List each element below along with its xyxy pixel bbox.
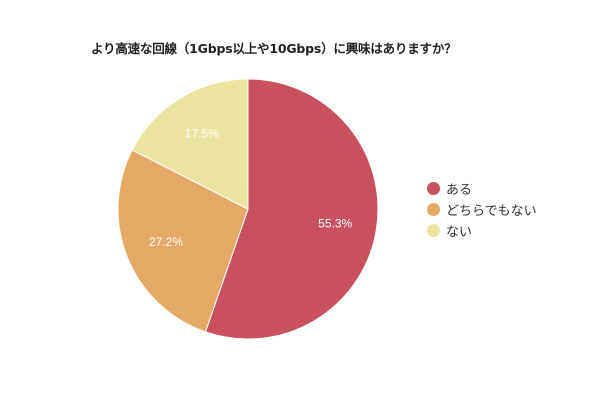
slice-label: 27.2% [149,235,183,249]
legend: ある どちらでもない ない [427,178,537,241]
legend-swatch-icon [427,224,440,237]
legend-swatch-icon [427,203,440,216]
chart-title: より高速な回線（1Gbps以上や10Gbps）に興味はありますか？ [91,41,457,56]
pie-labels: 55.3% 27.2% 17.5% [149,127,353,249]
pie-slice-1[interactable] [117,149,249,333]
slice-label: 55.3% [318,217,352,231]
pie-slices [117,78,379,340]
legend-label: ない [446,225,473,240]
pie-slice-0[interactable] [204,78,379,340]
legend-item-dochiratemonai[interactable]: どちらでもない [427,199,537,220]
legend-item-aru[interactable]: ある [427,178,537,199]
legend-label: ある [446,183,473,198]
slice-label: 17.5% [185,127,219,141]
legend-item-nai[interactable]: ない [427,220,537,241]
pie-slice-2[interactable] [131,78,249,210]
legend-label: どちらでもない [446,204,537,219]
legend-swatch-icon [427,182,440,195]
